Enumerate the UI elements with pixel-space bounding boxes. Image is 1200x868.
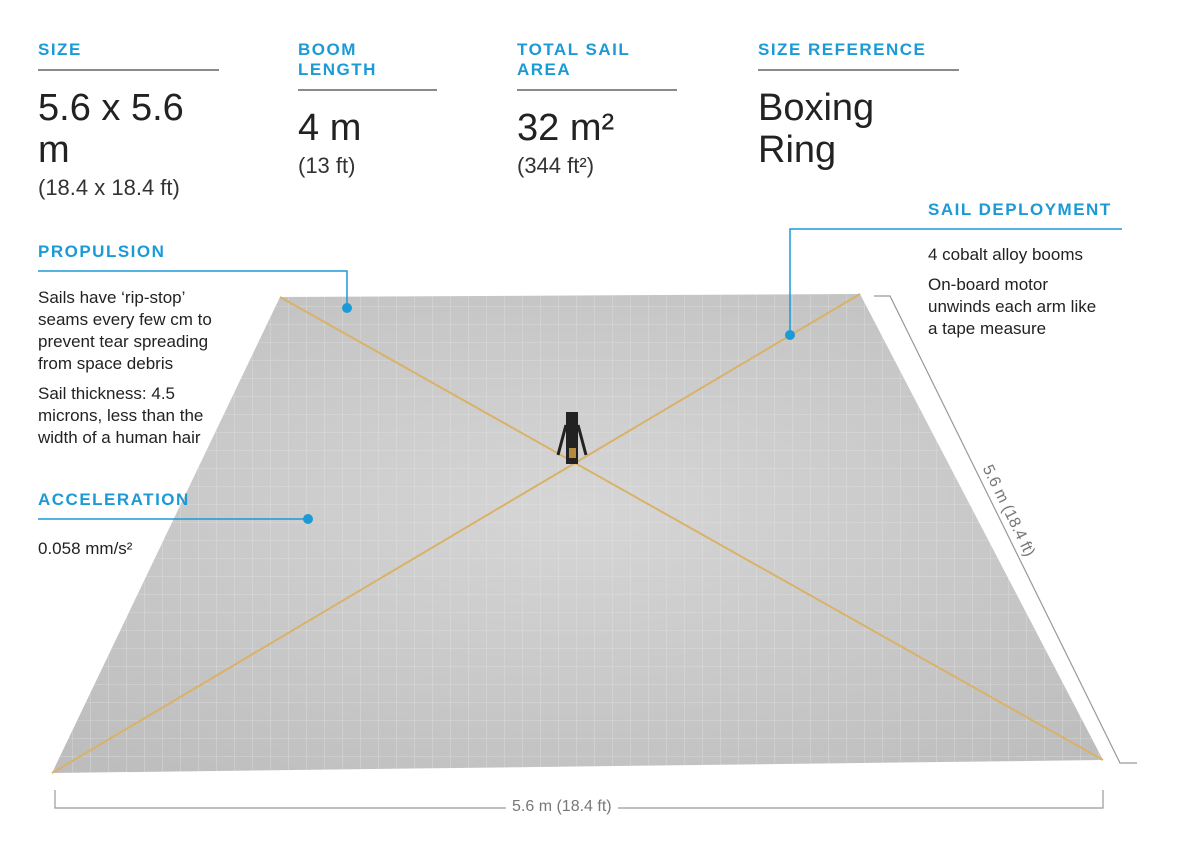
stat-boom-length: BOOM LENGTH 4 m (13 ft) [298,40,437,179]
acceleration-title: ACCELERATION [38,490,190,509]
stat-size: SIZE 5.6 x 5.6 m (18.4 x 18.4 ft) [38,40,219,201]
acceleration-marker [303,514,313,524]
stat-size-reference: SIZE REFERENCE Boxing Ring [758,40,959,175]
leader-lines [38,228,1122,520]
booms [51,293,1104,774]
propulsion-marker [342,303,352,313]
stat-sail-area: TOTAL SAIL AREA 32 m² (344 ft²) [517,40,677,179]
deployment-text: 4 cobalt alloy booms On-board motor unwi… [928,245,1097,338]
deployment-title: SAIL DEPLOYMENT [928,200,1112,219]
solar-sail [52,294,1103,773]
deployment-marker [785,330,795,340]
propulsion-text: Sails have ‘rip-stop’ seams every few cm… [38,288,212,447]
propulsion-title: PROPULSION [38,242,166,261]
bottom-dimension-label: 5.6 m (18.4 ft) [506,798,618,816]
spacecraft [556,412,588,464]
acceleration-value: 0.058 mm/s² [38,539,133,558]
